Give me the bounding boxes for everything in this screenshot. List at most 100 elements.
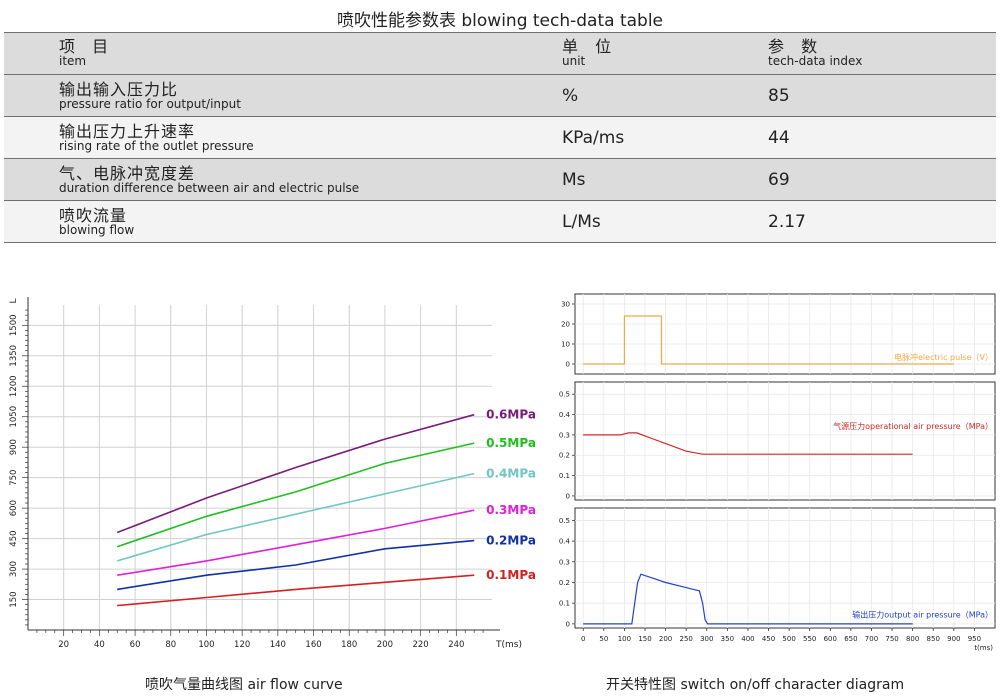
x-tick-label: 200: [659, 635, 672, 643]
panel-series-label: 气源压力operational air pressure（MPa）: [833, 421, 993, 431]
x-tick-label: 350: [721, 635, 734, 643]
x-tick-label: 60: [130, 640, 141, 650]
y-tick-label: 0.4: [559, 538, 571, 546]
panel-frame: [574, 381, 996, 501]
table-header-row: 项 目 item 单 位 unit 参 数 tech-data index: [4, 32, 996, 75]
x-tick-label: 850: [927, 635, 940, 643]
header-index-en: tech-data index: [768, 54, 863, 68]
y-tick-label: 600: [9, 500, 19, 516]
series-label: 0.4MPa: [486, 467, 536, 481]
y-tick-label: 1350: [9, 345, 19, 367]
y-axis-label: L: [9, 298, 19, 303]
y-tick-label: 0: [566, 492, 570, 500]
y-tick-label: 20: [561, 321, 570, 329]
x-tick-label: 700: [865, 635, 878, 643]
x-tick-label: 240: [448, 640, 464, 650]
x-tick-label: 450: [762, 635, 775, 643]
y-tick-label: 0.5: [559, 517, 570, 525]
x-tick-label: 550: [803, 635, 816, 643]
y-tick-label: 1050: [9, 406, 19, 428]
y-tick-label: 900: [9, 439, 19, 455]
x-tick-label: 100: [198, 640, 214, 650]
row-value: 85: [768, 86, 790, 106]
x-tick-label: 600: [824, 635, 837, 643]
y-tick-label: 0: [566, 620, 570, 628]
x-tick-label: 40: [94, 640, 105, 650]
x-tick-label: 220: [412, 640, 428, 650]
header-unit-cn: 单 位: [562, 37, 618, 56]
row-unit: KPa/ms: [562, 128, 625, 148]
x-tick-label: 900: [947, 635, 960, 643]
y-tick-label: 10: [561, 341, 570, 349]
air-flow-chart: 20 40 60 80 100 120 140 160 180 200 220 240 150 300 45…: [9, 297, 536, 650]
y-tick-label: 450: [9, 530, 19, 546]
row-value: 2.17: [768, 212, 806, 232]
y-tick-label: 0: [566, 361, 570, 369]
x-tick-label: 140: [270, 640, 286, 650]
x-tick-label: 100: [618, 635, 631, 643]
row-item-cn: 喷吹流量: [59, 206, 128, 225]
row-item-cn: 气、电脉冲宽度差: [59, 164, 196, 183]
y-tick-label: 30: [561, 301, 570, 309]
header-unit-en: unit: [562, 54, 586, 68]
series-line: [116, 442, 475, 548]
y-tick-label: 1500: [9, 314, 19, 336]
y-tick-label: 0.2: [559, 579, 570, 587]
x-tick-label: 20: [58, 640, 69, 650]
x-tick-label: 160: [305, 640, 321, 650]
row-item-cn: 输出压力上升速率: [59, 122, 196, 141]
header-item-cn: 项 目: [59, 37, 115, 56]
x-tick-label: 180: [341, 640, 357, 650]
panel-series-line: [583, 315, 954, 365]
panel-series-line: [583, 432, 913, 455]
panel-frame: [574, 293, 996, 375]
header-index-cn: 参 数: [768, 37, 824, 56]
x-axis-label: T(ms): [495, 640, 522, 650]
series-line: [117, 509, 475, 576]
table-row: 喷吹流量 blowing flow L/Ms 2.17: [4, 200, 996, 243]
row-item-en: pressure ratio for output/input: [59, 97, 241, 111]
series-line: [116, 413, 475, 534]
x-tick-label: 500: [782, 635, 795, 643]
series-label: 0.6MPa: [486, 408, 536, 422]
series-line: [117, 574, 475, 607]
row-item-cn: 输出输入压力比: [59, 80, 179, 99]
x-tick-label: 950: [968, 635, 981, 643]
series-label: 0.5MPa: [486, 436, 536, 450]
row-value: 69: [768, 170, 790, 190]
table-row: 输出输入压力比 pressure ratio for output/input %…: [4, 74, 996, 117]
table-title: 喷吹性能参数表 blowing tech-data table: [336, 11, 664, 31]
header-item: 项 目 item: [4, 32, 560, 75]
header-unit: 单 位 unit: [560, 32, 766, 75]
y-tick-label: 300: [9, 561, 19, 577]
y-tick-label: 0.2: [559, 452, 570, 460]
x-tick-label: 50: [599, 635, 608, 643]
row-unit: %: [562, 86, 579, 106]
x-axis-label: t(ms): [974, 644, 993, 652]
row-unit: L/Ms: [562, 212, 601, 232]
x-tick-label: 400: [741, 635, 754, 643]
y-tick-label: 0.3: [559, 558, 570, 566]
series-label: 0.3MPa: [486, 503, 536, 517]
row-item-en: duration difference between air and elec…: [59, 181, 360, 195]
panel-series-label: 输出压力output air pressure（MPa）: [852, 610, 993, 620]
y-tick-label: 1200: [9, 375, 19, 397]
switch-character-chart: 0 10 20 30 电脉冲electric pulse（V） 0 0.1 0.2 0.3 0.4…: [559, 293, 996, 652]
y-tick-label: 0.5: [559, 391, 570, 399]
x-tick-label: 120: [234, 640, 250, 650]
x-tick-label: 200: [377, 640, 393, 650]
panel-series-label: 电脉冲electric pulse（V）: [894, 352, 993, 362]
x-tick-label: 0: [581, 635, 585, 643]
x-tick-label: 250: [679, 635, 692, 643]
y-tick-label: 0.3: [559, 431, 570, 439]
row-item-en: blowing flow: [59, 223, 135, 237]
y-tick-label: 0.1: [559, 472, 570, 480]
series-label: 0.2MPa: [486, 534, 536, 548]
y-tick-label: 0.1: [559, 600, 570, 608]
series-label: 0.1MPa: [486, 568, 536, 582]
table-row: 气、电脉冲宽度差 duration difference between air …: [4, 158, 996, 201]
air-flow-chart-title: 喷吹气量曲线图 air flow curve: [145, 677, 343, 693]
x-tick-label: 650: [844, 635, 857, 643]
table-row: 输出压力上升速率 rising rate of the outlet pressu…: [4, 116, 996, 159]
header-item-en: item: [59, 54, 87, 68]
